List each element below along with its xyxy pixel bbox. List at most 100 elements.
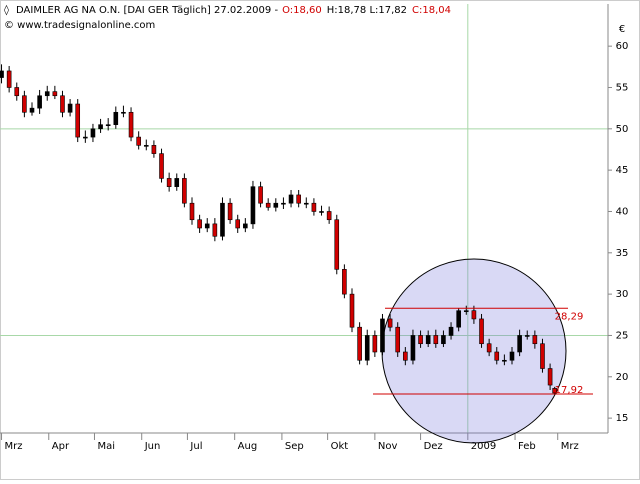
candle-body: [105, 124, 111, 126]
candle-body: [60, 95, 65, 113]
icon: ◊: [4, 4, 9, 16]
candle-body: [463, 310, 469, 312]
candle-body: [319, 211, 324, 213]
candle-body: [265, 202, 271, 208]
y-tick-label: 25: [616, 330, 629, 341]
candle-body: [67, 103, 73, 113]
candle-body: [258, 186, 263, 204]
currency: €: [619, 24, 625, 35]
candle-body: [29, 107, 35, 113]
candle-body: [121, 111, 126, 114]
candle-body: [288, 194, 294, 204]
x-tick-label: Nov: [378, 441, 398, 452]
x-tick-label: Apr: [52, 441, 70, 452]
candle-body: [44, 91, 50, 97]
candle-body: [113, 111, 119, 125]
candle-body: [37, 95, 42, 109]
candle-body: [552, 388, 557, 394]
candle-body: [281, 202, 286, 205]
candle-body: [364, 335, 370, 361]
candle-body: [311, 202, 317, 212]
candle-body: [372, 335, 378, 353]
candle-body: [326, 211, 332, 221]
chart-title: DAIMLER AG NA O.N. [DAI GER Täglich] 27.…: [16, 5, 278, 16]
candle-body: [456, 310, 461, 328]
x-tick-label: Feb: [518, 441, 536, 452]
annotation-label: 28,29: [555, 311, 584, 322]
candle-body: [212, 223, 218, 237]
candle-body: [227, 202, 233, 221]
candle-body: [524, 335, 530, 337]
candle-body: [143, 145, 149, 147]
y-tick-label: 15: [616, 413, 629, 424]
candle-body: [486, 343, 492, 353]
x-tick-label: Mrz: [5, 441, 23, 452]
candle-body: [159, 153, 164, 179]
x-tick-label: Mrz: [561, 441, 579, 452]
header: DAIMLER AG NA O.N. [DAI GER Täglich] 27.…: [4, 4, 625, 35]
candle-body: [448, 326, 454, 336]
candle-body: [90, 128, 96, 138]
quote: C:18,04: [412, 5, 451, 16]
candle-body: [517, 335, 522, 353]
x-tick-label: Jul: [189, 441, 202, 452]
candle-body: [425, 335, 431, 345]
y-tick-label: 40: [616, 206, 629, 217]
candle-body: [235, 219, 241, 229]
candle-body: [136, 136, 141, 146]
candle-body: [243, 223, 248, 229]
y-tick-label: 50: [616, 124, 629, 135]
candle-body: [509, 351, 515, 361]
candle-body: [22, 95, 27, 113]
candle-body: [273, 202, 279, 208]
x-tick-label: 2009: [471, 441, 496, 452]
candle-body: [418, 335, 423, 345]
quote: O:18,60: [282, 5, 322, 16]
x-tick-label: Dez: [424, 441, 443, 452]
x-tick-label: Sep: [285, 441, 304, 452]
y-tick-label: 30: [616, 289, 629, 300]
candle-body: [6, 70, 12, 88]
candle-body: [395, 326, 401, 353]
annotation-label: 17,92: [555, 385, 584, 396]
y-tick-label: 35: [616, 248, 629, 259]
candle-body: [380, 318, 385, 353]
candle-body: [303, 202, 309, 205]
candle-body: [197, 219, 202, 229]
y-tick-label: 60: [616, 41, 629, 52]
candle-body: [250, 186, 256, 225]
candle-body: [471, 310, 477, 320]
candle-body: [387, 318, 393, 328]
quote: H:18,78 L:17,82: [327, 5, 407, 16]
candle-body: [220, 202, 225, 237]
candle-body: [166, 178, 172, 187]
y-tick-label: 20: [616, 372, 629, 383]
candle-body: [441, 335, 446, 345]
candle-body: [410, 335, 416, 361]
candle-body: [502, 359, 507, 362]
highlight-circle: [381, 258, 567, 444]
candle-body: [98, 124, 103, 130]
candle-body: [83, 136, 88, 139]
candle-body: [296, 194, 301, 204]
candle-body: [14, 87, 20, 97]
x-tick-label: Aug: [238, 441, 258, 452]
candle-body: [494, 351, 500, 361]
candle-body: [547, 368, 553, 386]
candle-body: [52, 91, 58, 97]
y-tick-label: 55: [616, 82, 629, 93]
x-tick-label: Okt: [331, 441, 349, 452]
candle-body: [189, 202, 195, 221]
candle-body: [357, 326, 362, 361]
candle-body: [75, 103, 81, 138]
candle-body: [334, 219, 340, 270]
candle-body: [403, 351, 408, 361]
candle-body: [204, 223, 210, 229]
candle-body: [151, 145, 157, 154]
candle-body: [433, 335, 439, 345]
candle-body: [0, 70, 4, 78]
candle-body: [532, 335, 538, 345]
source: © www.tradesignalonline.com: [4, 20, 155, 31]
